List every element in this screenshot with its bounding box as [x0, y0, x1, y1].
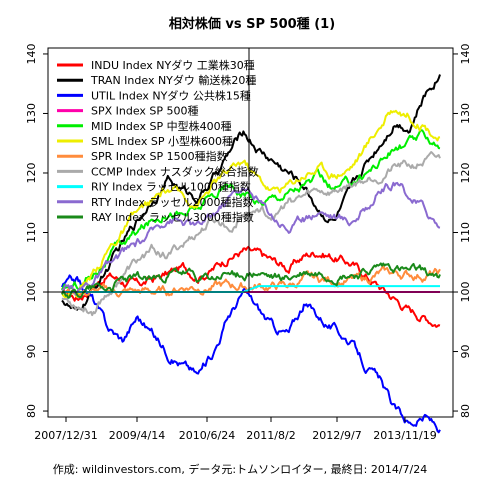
- legend-label: CCMP Index ナスダック総合指数: [91, 164, 259, 178]
- legend-label: SML Index SP 小型株600種: [91, 134, 233, 148]
- x-tick-label: 2013/11/19: [373, 429, 436, 442]
- legend-label: SPR Index SP 1500種指数: [91, 149, 228, 163]
- x-tick-label: 2009/4/14: [109, 429, 165, 442]
- y-tick-label-right: 120: [459, 162, 472, 183]
- y-tick-label-left: 110: [25, 222, 38, 243]
- y-tick-label-left: 140: [25, 43, 38, 64]
- legend-label: INDU Index NYダウ 工業株30種: [91, 58, 255, 72]
- y-tick-label-right: 100: [459, 282, 472, 303]
- chart-caption: 作成: wildinvestors.com, データ元:トムソンロイター, 最終…: [53, 462, 427, 476]
- series-line-2: [61, 74, 441, 311]
- legend-label: RIY Index ラッセル1000種指数: [91, 180, 251, 194]
- series-line-1: [61, 245, 441, 328]
- legend-label: MID Index SP 中型株400種: [91, 119, 232, 133]
- y-tick-label-left: 100: [25, 282, 38, 303]
- chart-title: 相対株価 vs SP 500種 (1): [169, 16, 335, 32]
- x-tick-label: 2010/6/24: [179, 429, 235, 442]
- series-line-8: [61, 151, 441, 317]
- x-tick-label: 2012/9/7: [312, 429, 361, 442]
- y-tick-label-left: 90: [25, 345, 38, 359]
- legend-label: UTIL Index NYダウ 公共株15種: [91, 88, 251, 102]
- y-tick-label-left: 130: [25, 103, 38, 124]
- series-line-5: [61, 129, 441, 291]
- y-tick-label-left: 80: [25, 404, 38, 418]
- y-tick-label-right: 90: [459, 345, 472, 359]
- legend-label: SPX Index SP 500種: [91, 104, 199, 118]
- x-tick-label: 2007/12/31: [34, 429, 97, 442]
- series-line-11: [61, 262, 441, 299]
- series-line-7: [61, 264, 441, 298]
- y-tick-label-right: 130: [459, 103, 472, 124]
- legend-label: TRAN Index NYダウ 輸送株20種: [90, 73, 256, 87]
- y-tick-label-right: 80: [459, 404, 472, 418]
- plot-area: [47, 47, 454, 418]
- legend-label: RAY Index ラッセル3000種指数: [91, 210, 254, 224]
- series-line-6: [61, 109, 441, 299]
- series-layer: [61, 74, 441, 434]
- legend-label: RTY Index ラッセル2000種指数: [91, 195, 254, 209]
- x-tick-label: 2011/8/2: [246, 429, 295, 442]
- y-tick-label-right: 110: [459, 222, 472, 243]
- y-tick-label-left: 120: [25, 162, 38, 183]
- y-tick-label-right: 140: [459, 43, 472, 64]
- series-line-10: [61, 181, 441, 296]
- series-line-3: [61, 274, 441, 434]
- plot-frame: [47, 47, 454, 418]
- axes-layer: 80 80 90 90 100 100 110 110 120 120 130 130 140 140 20…: [25, 43, 472, 442]
